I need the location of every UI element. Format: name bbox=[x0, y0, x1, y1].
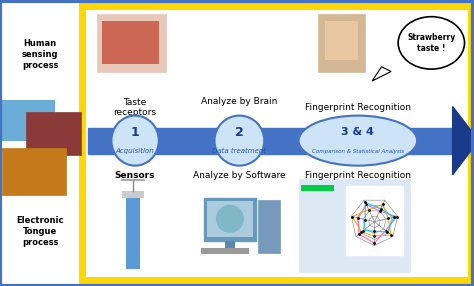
Bar bbox=[0, 0, 85, 286]
Text: Human
sensing
process: Human sensing process bbox=[22, 39, 59, 70]
Bar bbox=[126, 193, 140, 269]
Bar bbox=[88, 128, 453, 154]
Bar bbox=[258, 200, 280, 253]
Text: Taste
receptors: Taste receptors bbox=[114, 98, 156, 117]
Text: Fingerprint Recognition: Fingerprint Recognition bbox=[305, 171, 411, 180]
Bar bbox=[122, 191, 144, 198]
Bar bbox=[2, 148, 66, 195]
Ellipse shape bbox=[214, 116, 264, 166]
Text: 1: 1 bbox=[131, 126, 139, 138]
Bar bbox=[318, 14, 365, 72]
Text: Data treatment: Data treatment bbox=[212, 148, 266, 154]
Ellipse shape bbox=[299, 116, 417, 166]
Ellipse shape bbox=[111, 116, 159, 166]
Polygon shape bbox=[372, 67, 391, 81]
Text: Sensors: Sensors bbox=[115, 171, 155, 180]
Text: Analyze by Brain: Analyze by Brain bbox=[201, 97, 278, 106]
Bar bbox=[207, 201, 253, 237]
Bar bbox=[346, 186, 403, 255]
Text: 2: 2 bbox=[235, 126, 244, 138]
Bar bbox=[121, 179, 145, 181]
Bar bbox=[225, 241, 235, 248]
Bar bbox=[102, 21, 159, 64]
Bar bbox=[299, 179, 410, 272]
Bar bbox=[301, 185, 334, 191]
Text: Comparison & Statistical Analysis: Comparison & Statistical Analysis bbox=[312, 149, 404, 154]
Bar bbox=[2, 100, 55, 141]
Text: Strawberry
taste !: Strawberry taste ! bbox=[407, 33, 456, 53]
Text: Acquisition: Acquisition bbox=[116, 148, 155, 154]
Text: Electronic
Tongue
process: Electronic Tongue process bbox=[17, 216, 64, 247]
Ellipse shape bbox=[398, 17, 465, 69]
Bar bbox=[97, 14, 166, 72]
Bar bbox=[204, 198, 256, 241]
Bar bbox=[325, 21, 358, 59]
Text: Analyze by Software: Analyze by Software bbox=[193, 171, 286, 180]
Bar bbox=[201, 248, 249, 254]
Bar bbox=[26, 112, 81, 155]
FancyBboxPatch shape bbox=[82, 6, 471, 280]
Text: 3 & 4: 3 & 4 bbox=[341, 127, 374, 137]
Text: Fingerprint Recognition: Fingerprint Recognition bbox=[305, 103, 411, 112]
Circle shape bbox=[217, 205, 243, 232]
Polygon shape bbox=[453, 107, 474, 175]
